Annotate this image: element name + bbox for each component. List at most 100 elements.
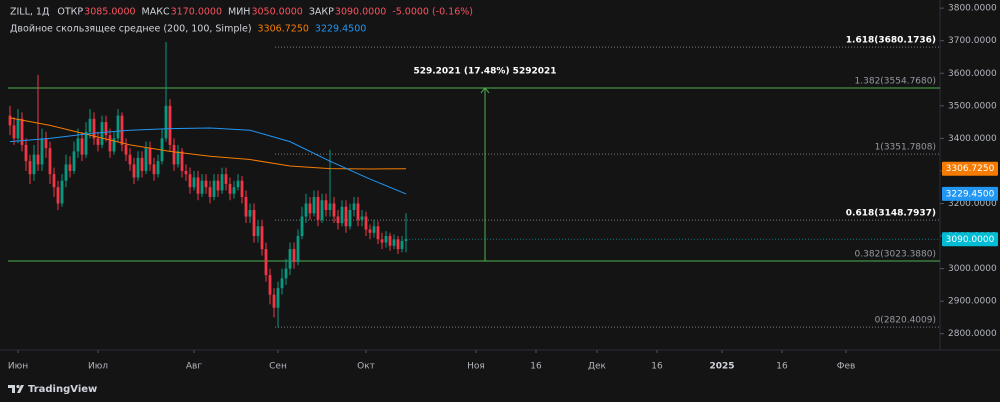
candle-body	[348, 210, 352, 227]
candle-body	[284, 268, 288, 279]
candle-body	[12, 125, 16, 139]
x-tick-label: Фев	[837, 362, 856, 372]
candle-body	[120, 115, 124, 145]
candle-body	[260, 226, 264, 250]
logo-mark	[8, 385, 24, 393]
fib-level-label: 0.618(3148.7937)	[846, 209, 936, 219]
candle-body	[384, 236, 388, 243]
candle-body	[296, 236, 300, 263]
last-price-label: 3090.0000	[946, 235, 995, 245]
fib-level-label: 1.618(3680.1736)	[846, 36, 936, 46]
last-price-badge	[942, 232, 998, 247]
y-tick-label: 3200.0000	[948, 199, 997, 209]
candle-body	[344, 206, 348, 227]
candle-body	[340, 206, 344, 224]
ohlc-value: 3085.0000	[84, 7, 135, 18]
candle-body	[380, 239, 384, 243]
candle-body	[176, 151, 180, 165]
measure-arrowhead	[480, 87, 490, 94]
ohlc-value: 3090.0000	[335, 7, 386, 18]
y-tick-label: 3500.0000	[948, 101, 997, 111]
candle-body	[52, 174, 56, 188]
candle-body	[308, 203, 312, 214]
candle-body	[396, 239, 400, 250]
x-tick-label: Июн	[8, 362, 28, 372]
candle-body	[172, 144, 176, 165]
candle-body	[224, 174, 228, 184]
ohlc-key: МАКС	[142, 7, 170, 18]
measure-label: 529.2021 (17.48%) 5292021	[413, 66, 556, 76]
candle-body	[276, 288, 280, 308]
logo-dot	[16, 384, 20, 389]
candle-body	[300, 216, 304, 237]
ma-price-badge	[942, 161, 998, 176]
ma-price-label: 3229.4500	[946, 189, 995, 199]
candle-body	[328, 203, 332, 210]
candle-body	[228, 183, 232, 194]
fib-level-label: 1.382(3554.7680)	[855, 76, 936, 86]
candle-body	[68, 164, 72, 171]
candle-body	[180, 151, 184, 171]
candle-body	[32, 154, 36, 175]
indicator-value: 3306.7250	[258, 24, 309, 35]
candle-body	[40, 138, 44, 165]
candle-body	[88, 118, 92, 132]
brand: TradingView	[28, 384, 97, 395]
candle-body	[48, 148, 52, 175]
candle-body	[288, 249, 292, 269]
candle-body	[220, 174, 224, 191]
candle-body	[388, 236, 392, 246]
candle-body	[112, 138, 116, 152]
candle-body	[76, 138, 80, 152]
candle-body	[320, 200, 324, 220]
x-tick-label: Авг	[186, 362, 202, 372]
y-tick-label: 3400.0000	[948, 134, 997, 144]
candle-body	[84, 131, 88, 155]
candle-body	[368, 229, 372, 233]
candle-body	[92, 118, 96, 139]
candle-body	[188, 174, 192, 188]
candle-body	[208, 187, 212, 197]
candle-body	[164, 105, 168, 139]
candle-body	[268, 275, 272, 295]
candle-body	[392, 239, 396, 246]
candle-body	[100, 122, 104, 145]
x-tick-label: 2025	[709, 362, 734, 372]
y-tick-label: 3700.0000	[948, 36, 997, 46]
candle-body	[148, 148, 152, 165]
candle-body	[372, 226, 376, 233]
candle-body	[352, 203, 356, 210]
ma-price-badge	[942, 186, 998, 201]
indicator-title: Двойное скользящее среднее (200, 100, Si…	[10, 24, 252, 35]
candle-body	[24, 144, 28, 162]
x-tick-label: 16	[651, 362, 663, 372]
candle-body	[248, 210, 252, 217]
ohlc-key: МИН	[228, 7, 250, 18]
candle-body	[20, 118, 24, 145]
candle-body	[216, 180, 220, 191]
y-tick-label: 3800.0000	[948, 4, 997, 14]
candle-body	[196, 177, 200, 194]
candle-body	[184, 170, 188, 175]
candle-body	[324, 200, 328, 210]
candle-body	[144, 148, 148, 171]
candle-body	[376, 226, 380, 240]
candle-body	[156, 161, 160, 175]
candle-body	[264, 249, 268, 276]
candle-body	[244, 196, 248, 217]
moving-average	[9, 117, 407, 170]
candle-body	[192, 177, 196, 188]
candle-body	[116, 115, 120, 139]
candle-body	[316, 196, 320, 220]
candle-body	[136, 157, 140, 178]
candle-body	[104, 122, 108, 136]
logo	[8, 384, 24, 393]
y-tick-label: 2900.0000	[948, 297, 997, 307]
candle-body	[72, 151, 76, 171]
candle-body	[132, 164, 136, 178]
y-tick-label: 2800.0000	[948, 329, 997, 339]
candle-body	[96, 138, 100, 145]
candle-body	[140, 157, 144, 171]
candle-body	[28, 161, 32, 175]
